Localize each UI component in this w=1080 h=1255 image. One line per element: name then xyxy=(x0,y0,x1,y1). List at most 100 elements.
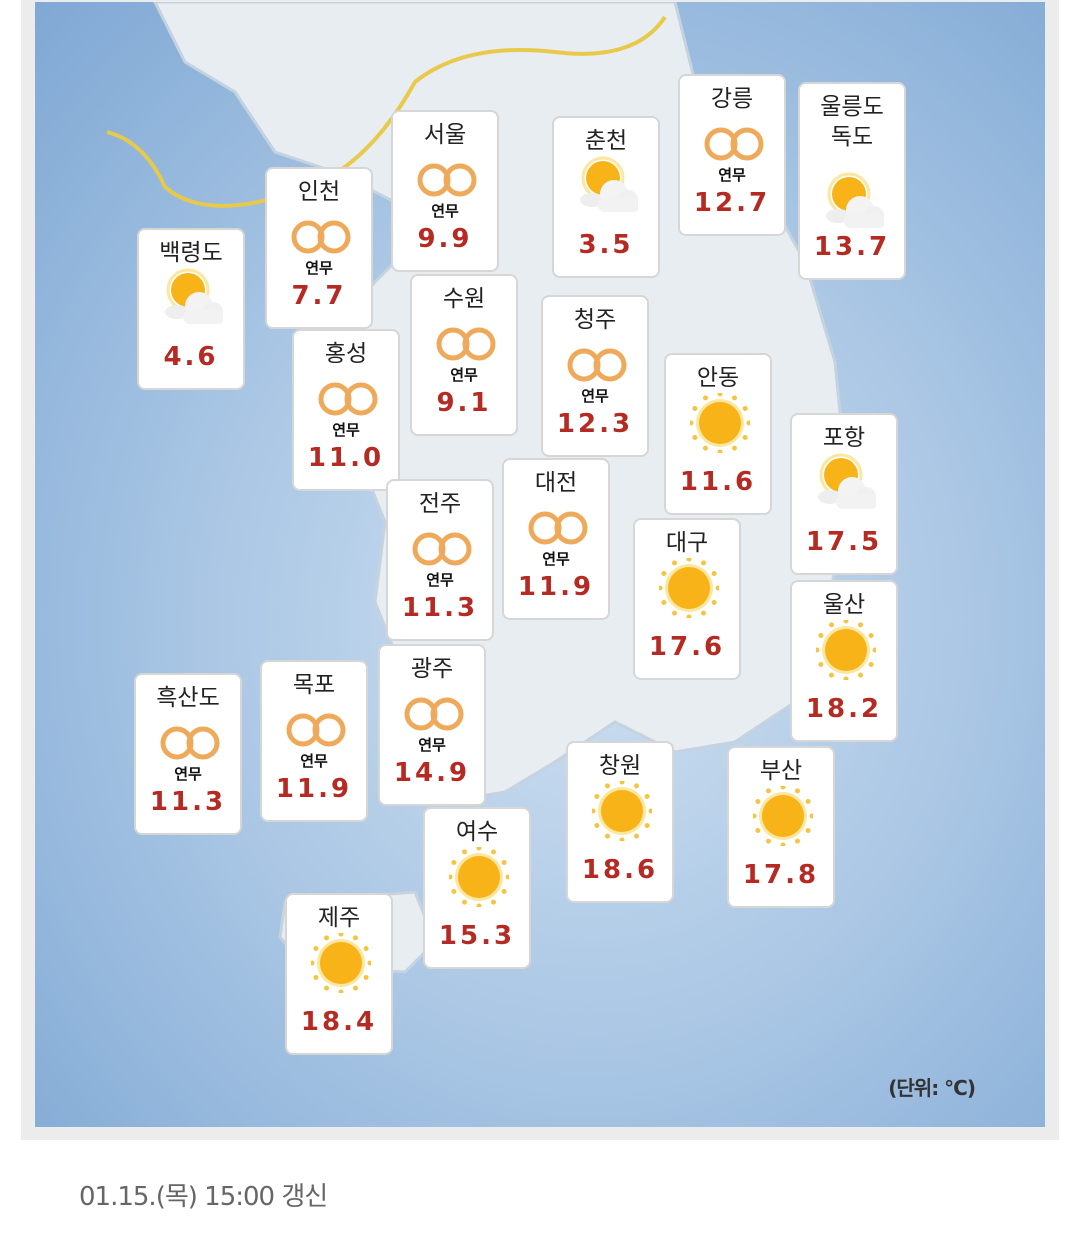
temperature: 11.6 xyxy=(679,467,757,497)
fog-icon xyxy=(286,700,346,760)
station-name: 인천 xyxy=(297,179,341,205)
station-name: 전주 xyxy=(418,491,462,517)
temperature: 11.3 xyxy=(401,593,479,623)
sun-cloud-icon xyxy=(824,172,886,232)
temperature: 9.1 xyxy=(436,388,492,418)
temperature: 14.9 xyxy=(393,758,471,788)
station-card[interactable]: 흑산도 연무 11.3 xyxy=(134,673,242,835)
station-card[interactable]: 수원 연무 9.1 xyxy=(410,274,518,436)
station-name: 울산 xyxy=(822,592,866,618)
fog-icon xyxy=(318,369,378,429)
temperature: 18.2 xyxy=(805,694,883,724)
weather-label: 연무 xyxy=(332,421,360,439)
station-name: 울릉도 독도 xyxy=(820,94,884,150)
sun-icon xyxy=(590,779,654,843)
station-name: 광주 xyxy=(410,656,454,682)
weather-map: 백령도 4.6 인천 연무 7.7 서울 연무 9.9 수원 연무 9.1 춘천 3.5… xyxy=(35,2,1045,1127)
temperature: 11.3 xyxy=(149,787,227,817)
weather-label: 연무 xyxy=(418,736,446,754)
temperature: 17.8 xyxy=(742,860,820,890)
sun-cloud-icon xyxy=(578,156,640,216)
fog-icon xyxy=(436,314,496,374)
station-card[interactable]: 울릉도 독도 13.7 xyxy=(798,82,906,280)
station-card[interactable]: 대구 17.6 xyxy=(633,518,741,680)
temperature: 13.7 xyxy=(813,232,891,262)
station-card[interactable]: 광주 연무 14.9 xyxy=(378,644,486,806)
weather-label: 연무 xyxy=(450,366,478,384)
station-card[interactable]: 제주 18.4 xyxy=(285,893,393,1055)
weather-label: 연무 xyxy=(426,571,454,589)
temperature: 17.5 xyxy=(805,527,883,557)
station-name: 창원 xyxy=(598,753,642,779)
fog-icon xyxy=(404,684,464,744)
station-card[interactable]: 백령도 4.6 xyxy=(137,228,245,390)
station-name: 안동 xyxy=(696,365,740,391)
station-card[interactable]: 인천 연무 7.7 xyxy=(265,167,373,329)
fog-icon xyxy=(412,519,472,579)
station-name: 대전 xyxy=(534,470,578,496)
station-card[interactable]: 여수 15.3 xyxy=(423,807,531,969)
sun-icon xyxy=(657,556,721,620)
updated-time: 01.15.(목) 15:00 갱신 xyxy=(79,1182,328,1212)
temperature: 11.9 xyxy=(275,774,353,804)
temperature: 15.3 xyxy=(438,921,516,951)
station-card[interactable]: 안동 11.6 xyxy=(664,353,772,515)
station-name: 강릉 xyxy=(710,86,754,112)
temperature: 18.4 xyxy=(300,1007,378,1037)
weather-label: 연무 xyxy=(718,166,746,184)
station-name: 백령도 xyxy=(159,240,223,266)
fog-icon xyxy=(567,335,627,395)
station-name: 대구 xyxy=(665,530,709,556)
station-name: 서울 xyxy=(423,122,467,148)
temperature: 12.7 xyxy=(693,188,771,218)
weather-label: 연무 xyxy=(305,259,333,277)
station-card[interactable]: 대전 연무 11.9 xyxy=(502,458,610,620)
sun-icon xyxy=(447,845,511,909)
fog-icon xyxy=(704,114,764,174)
temperature: 7.7 xyxy=(291,281,347,311)
station-name: 춘천 xyxy=(584,128,628,154)
weather-label: 연무 xyxy=(300,752,328,770)
station-card[interactable]: 울산 18.2 xyxy=(790,580,898,742)
sun-cloud-icon xyxy=(163,268,225,328)
station-name: 수원 xyxy=(442,286,486,312)
station-card[interactable]: 목포 연무 11.9 xyxy=(260,660,368,822)
fog-icon xyxy=(291,207,351,267)
station-card[interactable]: 부산 17.8 xyxy=(727,746,835,908)
weather-label: 연무 xyxy=(581,387,609,405)
station-card[interactable]: 춘천 3.5 xyxy=(552,116,660,278)
station-card[interactable]: 포항 17.5 xyxy=(790,413,898,575)
station-name: 포항 xyxy=(822,425,866,451)
temperature: 4.6 xyxy=(163,342,219,372)
fog-icon xyxy=(417,150,477,210)
sun-icon xyxy=(814,618,878,682)
station-card[interactable]: 홍성 연무 11.0 xyxy=(292,329,400,491)
station-card[interactable]: 창원 18.6 xyxy=(566,741,674,903)
station-name: 목포 xyxy=(292,672,336,698)
fog-icon xyxy=(528,498,588,558)
temperature: 9.9 xyxy=(417,224,473,254)
map-frame: 백령도 4.6 인천 연무 7.7 서울 연무 9.9 수원 연무 9.1 춘천 3.5… xyxy=(21,0,1059,1140)
station-card[interactable]: 청주 연무 12.3 xyxy=(541,295,649,457)
sun-icon xyxy=(309,931,373,995)
weather-label: 연무 xyxy=(174,765,202,783)
sun-icon xyxy=(688,391,752,455)
sun-cloud-icon xyxy=(816,453,878,513)
sun-icon xyxy=(751,784,815,848)
station-name: 홍성 xyxy=(324,341,368,367)
weather-label: 연무 xyxy=(542,550,570,568)
temperature: 12.3 xyxy=(556,409,634,439)
station-name: 부산 xyxy=(759,758,803,784)
fog-icon xyxy=(160,713,220,773)
station-name: 청주 xyxy=(573,307,617,333)
temperature: 11.9 xyxy=(517,572,595,602)
temperature: 11.0 xyxy=(307,443,385,473)
station-name: 흑산도 xyxy=(156,685,220,711)
temperature: 3.5 xyxy=(578,230,634,260)
station-card[interactable]: 강릉 연무 12.7 xyxy=(678,74,786,236)
weather-label: 연무 xyxy=(431,202,459,220)
station-card[interactable]: 전주 연무 11.3 xyxy=(386,479,494,641)
station-card[interactable]: 서울 연무 9.9 xyxy=(391,110,499,272)
temperature: 18.6 xyxy=(581,855,659,885)
unit-label: (단위: °C) xyxy=(888,1076,976,1100)
